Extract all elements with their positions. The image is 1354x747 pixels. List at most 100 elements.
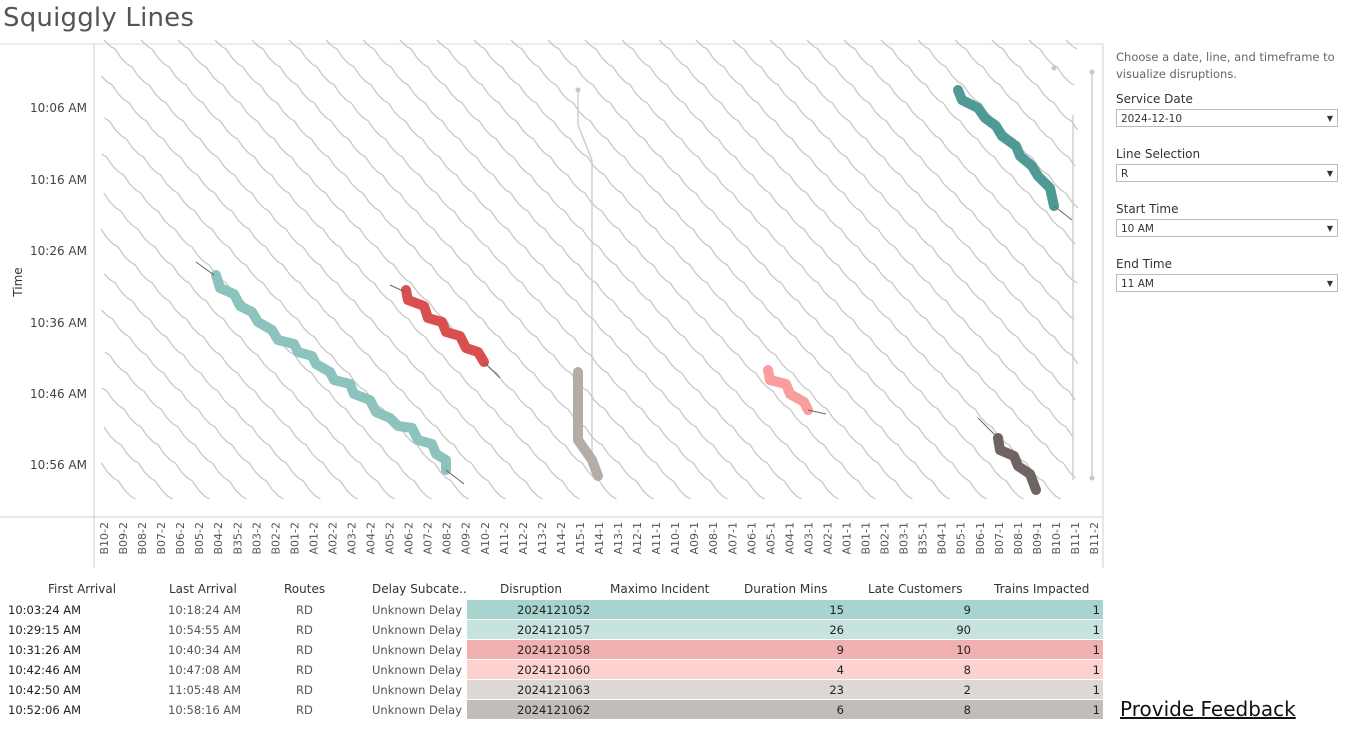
- delay-subcategory-cell[interactable]: Unknown Delay: [372, 683, 463, 697]
- disruption-path[interactable]: [953, 85, 1059, 211]
- train-string-line: [214, 39, 654, 500]
- end-time-control: End Time 11 AM ▼: [1116, 257, 1338, 292]
- disruption-path[interactable]: [401, 285, 489, 367]
- train-string-line: [251, 39, 691, 500]
- col-header-late-customers[interactable]: Late Customers: [868, 582, 963, 596]
- duration-cell[interactable]: 9: [836, 643, 844, 657]
- col-header-delay-subcategory[interactable]: Delay Subcate..: [372, 582, 467, 596]
- service-date-select[interactable]: 2024-12-10 ▼: [1116, 109, 1338, 127]
- last-arrival-cell[interactable]: 10:18:24 AM: [168, 603, 242, 617]
- trains-impacted-cell[interactable]: 1: [1092, 683, 1100, 697]
- last-arrival-cell[interactable]: 10:58:16 AM: [168, 703, 242, 717]
- duration-cell[interactable]: 15: [829, 603, 844, 617]
- col-header-routes[interactable]: Routes: [284, 582, 326, 596]
- disruption-path[interactable]: [573, 367, 603, 481]
- train-string-line: [954, 39, 1076, 167]
- start-time-select[interactable]: 10 AM ▼: [1116, 219, 1338, 237]
- start-time-value: 10 AM: [1121, 223, 1154, 235]
- late-customers-cell[interactable]: 2: [963, 683, 971, 697]
- routes-cell[interactable]: RD: [296, 683, 313, 697]
- x-tick-label: B06-1: [974, 522, 987, 555]
- table-row-highlight: [467, 600, 1103, 619]
- disruption-highlights: [195, 85, 1073, 495]
- duration-cell[interactable]: 6: [836, 703, 844, 717]
- col-header-maximo-incident[interactable]: Maximo Incident: [610, 582, 710, 596]
- last-arrival-cell[interactable]: 11:05:48 AM: [168, 683, 242, 697]
- line-selection-select[interactable]: R ▼: [1116, 164, 1338, 182]
- disruption-cell[interactable]: 2024121052: [517, 603, 591, 617]
- last-arrival-cell[interactable]: 10:47:08 AM: [168, 663, 242, 677]
- col-header-last-arrival[interactable]: Last Arrival: [169, 582, 237, 596]
- disruption-path[interactable]: [211, 270, 451, 475]
- x-tick-label: A04-1: [783, 522, 796, 555]
- col-header-trains-impacted[interactable]: Trains Impacted: [994, 582, 1090, 596]
- train-string-line: [547, 39, 987, 500]
- train-string-line: [325, 39, 765, 500]
- provide-feedback-link[interactable]: Provide Feedback: [1120, 697, 1296, 721]
- duration-cell[interactable]: 23: [829, 683, 844, 697]
- instructions-text: Choose a date, line, and timeframe to vi…: [1116, 50, 1335, 81]
- duration-cell[interactable]: 4: [836, 663, 844, 677]
- routes-cell[interactable]: RD: [296, 703, 313, 717]
- first-arrival-cell[interactable]: 10:29:15 AM: [8, 623, 82, 637]
- disruption-cell[interactable]: 2024121060: [517, 663, 591, 677]
- delay-subcategory-cell[interactable]: Unknown Delay: [372, 663, 463, 677]
- duration-cell[interactable]: 26: [829, 623, 844, 637]
- x-tick-label: B01-2: [288, 522, 301, 555]
- late-customers-cell[interactable]: 8: [963, 703, 971, 717]
- disruption-path[interactable]: [993, 433, 1041, 495]
- disruption-cell[interactable]: 2024121058: [517, 643, 591, 657]
- train-string-line: [1028, 39, 1075, 86]
- col-header-duration-mins[interactable]: Duration Mins: [744, 582, 828, 596]
- delay-subcategory-cell[interactable]: Unknown Delay: [372, 603, 463, 617]
- late-customers-cell[interactable]: 8: [963, 663, 971, 677]
- disruption-cell[interactable]: 2024121057: [517, 623, 591, 637]
- disruption-cell[interactable]: 2024121063: [517, 683, 591, 697]
- train-string-line: [1053, 205, 1073, 221]
- x-tick-label: B07-2: [155, 522, 168, 555]
- train-string-line: [103, 273, 321, 500]
- routes-cell[interactable]: RD: [296, 643, 313, 657]
- disruption-cell[interactable]: 2024121062: [517, 703, 591, 717]
- trains-impacted-cell[interactable]: 1: [1092, 623, 1100, 637]
- first-arrival-cell[interactable]: 10:42:46 AM: [8, 663, 82, 677]
- routes-cell[interactable]: RD: [296, 663, 313, 677]
- train-string-line: [140, 39, 580, 500]
- disruption-path[interactable]: [763, 365, 813, 415]
- chevron-down-icon: ▼: [1326, 224, 1333, 233]
- trains-impacted-cell[interactable]: 1: [1092, 643, 1100, 657]
- x-tick-label: A09-2: [460, 522, 473, 555]
- train-string-line: [1065, 39, 1078, 50]
- first-arrival-cell[interactable]: 10:31:26 AM: [8, 643, 82, 657]
- x-tick-label: A06-1: [745, 522, 758, 555]
- trains-impacted-cell[interactable]: 1: [1092, 663, 1100, 677]
- x-tick-label: B03-1: [898, 522, 911, 555]
- train-string-line: [977, 417, 999, 439]
- routes-cell[interactable]: RD: [296, 623, 313, 637]
- first-arrival-cell[interactable]: 10:42:50 AM: [8, 683, 82, 697]
- late-customers-cell[interactable]: 10: [956, 643, 971, 657]
- x-tick-label: A11-1: [650, 522, 663, 555]
- train-string-line: [399, 39, 839, 500]
- col-header-disruption[interactable]: Disruption: [500, 582, 562, 596]
- x-tick-label: B01-1: [860, 522, 873, 555]
- start-time-control: Start Time 10 AM ▼: [1116, 202, 1338, 237]
- late-customers-cell[interactable]: 90: [956, 623, 971, 637]
- delay-subcategory-cell[interactable]: Unknown Delay: [372, 643, 463, 657]
- delay-subcategory-cell[interactable]: Unknown Delay: [372, 623, 463, 637]
- first-arrival-cell[interactable]: 10:03:24 AM: [8, 603, 82, 617]
- late-customers-cell[interactable]: 9: [963, 603, 971, 617]
- trains-impacted-cell[interactable]: 1: [1092, 603, 1100, 617]
- terminal-dot: [1089, 475, 1095, 481]
- x-tick-label: B11-1: [1069, 522, 1082, 555]
- last-arrival-cell[interactable]: 10:54:55 AM: [168, 623, 242, 637]
- table-row-highlight: [467, 680, 1103, 699]
- delay-subcategory-cell[interactable]: Unknown Delay: [372, 703, 463, 717]
- col-header-first-arrival[interactable]: First Arrival: [48, 582, 117, 596]
- trains-impacted-cell[interactable]: 1: [1092, 703, 1100, 717]
- last-arrival-cell[interactable]: 10:40:34 AM: [168, 643, 242, 657]
- chevron-down-icon: ▼: [1326, 279, 1333, 288]
- end-time-select[interactable]: 11 AM ▼: [1116, 274, 1338, 292]
- first-arrival-cell[interactable]: 10:52:06 AM: [8, 703, 82, 717]
- routes-cell[interactable]: RD: [296, 603, 313, 617]
